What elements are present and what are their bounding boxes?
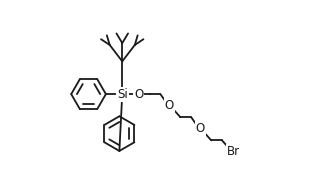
- Text: O: O: [134, 88, 143, 101]
- Text: Br: Br: [226, 145, 240, 158]
- Text: O: O: [165, 99, 174, 112]
- Text: Si: Si: [117, 88, 128, 101]
- Text: O: O: [196, 122, 205, 135]
